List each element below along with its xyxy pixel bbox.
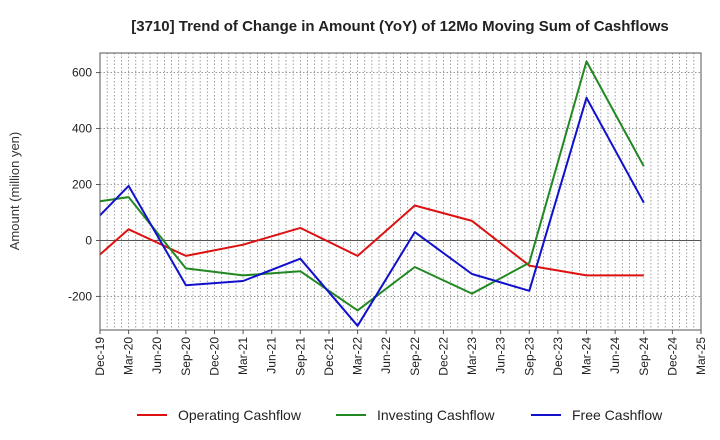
x-tick-label: Dec-23 [551, 337, 565, 376]
plot-frame [99, 52, 702, 331]
x-tick-label: Sep-23 [522, 337, 536, 376]
x-tick-label: Jun-24 [608, 337, 622, 374]
x-tick-label: Mar-25 [694, 337, 708, 375]
x-tick-label: Jun-22 [379, 337, 393, 374]
legend-item-operating-cashflow: Operating Cashflow [137, 407, 302, 423]
chart-title: [3710] Trend of Change in Amount (YoY) o… [131, 18, 669, 35]
y-ticks: -200 0 200 400 600 [68, 66, 100, 303]
x-tick-label: Sep-20 [179, 337, 193, 376]
x-tick-label: Jun-21 [265, 337, 279, 374]
x-tick-label: Mar-23 [465, 337, 479, 375]
x-tick-label: Dec-21 [322, 337, 336, 376]
x-tick-label: Mar-22 [351, 337, 365, 375]
y-tick-label: -200 [68, 289, 92, 303]
series-line-operating-cashflow [99, 204, 644, 277]
x-tick-label: Dec-20 [207, 337, 221, 376]
legend-label: Free Cashflow [572, 407, 663, 423]
x-tick-label: Sep-21 [293, 337, 307, 376]
x-tick-label: Mar-21 [236, 337, 250, 375]
y-tick-label: 600 [72, 66, 92, 80]
x-tick-label: Dec-22 [436, 337, 450, 376]
y-tick-label: 0 [85, 233, 92, 247]
grid [100, 53, 701, 330]
x-tick-label: Jun-23 [494, 337, 508, 374]
y-tick-label: 400 [72, 122, 92, 136]
x-tick-label: Sep-24 [637, 337, 651, 376]
x-tick-label: Sep-22 [408, 337, 422, 376]
y-tick-label: 200 [72, 178, 92, 192]
legend-label: Investing Cashflow [377, 407, 495, 423]
legend-label: Operating Cashflow [178, 407, 302, 423]
legend: Operating Cashflow Investing Cashflow Free… [137, 407, 663, 423]
legend-item-investing-cashflow: Investing Cashflow [336, 407, 495, 423]
series-line-free-cashflow [99, 96, 645, 327]
x-tick-label: Dec-19 [93, 337, 107, 376]
x-tick-label: Dec-24 [665, 337, 679, 376]
x-tick-label: Mar-24 [580, 337, 594, 375]
series-lines [99, 60, 645, 327]
x-ticks: Dec-19 Mar-20 Jun-20 Sep-20 Dec-20 Mar-21 Jun-… [93, 330, 708, 376]
x-tick-label: Jun-20 [150, 337, 164, 374]
series-line-investing-cashflow [99, 60, 645, 312]
y-axis-label: Amount (million yen) [7, 132, 22, 251]
x-tick-label: Mar-20 [122, 337, 136, 375]
legend-item-free-cashflow: Free Cashflow [531, 407, 663, 423]
